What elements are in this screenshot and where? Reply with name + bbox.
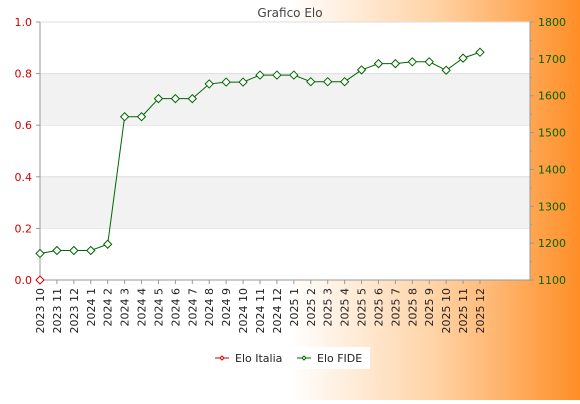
x-tick-label: 2025 12	[474, 288, 487, 334]
data-point	[322, 77, 333, 87]
legend-label: Elo FIDE	[317, 352, 362, 365]
data-point	[35, 248, 45, 259]
data-point	[52, 245, 62, 256]
right-tick-label: 1300	[538, 200, 566, 213]
data-point	[458, 53, 468, 63]
right-tick-label: 1800	[538, 16, 566, 29]
x-tick-label: 2025 7	[389, 288, 402, 327]
x-tick-label: 2025 1	[288, 288, 301, 327]
x-tick-label: 2025 5	[356, 288, 369, 327]
x-tick-label: 2024 10	[237, 288, 250, 334]
x-tick-label: 2024 5	[152, 288, 165, 327]
x-tick-label: 2024 6	[169, 288, 182, 327]
x-tick-label: 2023 10	[34, 288, 47, 334]
right-tick-label: 1400	[538, 163, 566, 176]
right-tick-label: 1600	[538, 90, 566, 103]
grid-band	[40, 73, 530, 126]
series-layer	[35, 47, 485, 285]
right-tick-label: 1500	[538, 127, 566, 140]
data-point	[407, 57, 418, 67]
x-axis: 2023 10 2023 11 2023 12 2024 1 2024 2 2024 3 2…	[34, 279, 530, 334]
data-point	[441, 65, 451, 75]
data-point	[204, 79, 214, 89]
x-tick-label: 2025 10	[440, 288, 453, 334]
left-tick-label: 0.0	[15, 274, 33, 287]
x-tick-label: 2025 4	[339, 288, 352, 327]
data-point	[306, 77, 316, 87]
data-point	[272, 70, 282, 80]
right-tick-label: 1200	[538, 237, 566, 250]
data-point	[373, 58, 384, 69]
data-point	[390, 58, 401, 69]
right-tick-label: 1700	[538, 53, 566, 66]
data-point	[86, 245, 96, 256]
left-tick-label: 0.4	[15, 171, 33, 184]
x-tick-label: 2025 2	[305, 288, 318, 327]
data-point	[221, 77, 231, 87]
right-y-axis: 1100 1200 1300 1400 1500 1600 1700 1800	[529, 16, 566, 287]
x-tick-label: 2024 11	[254, 288, 267, 334]
legend-marker	[219, 355, 225, 361]
x-tick-label: 2024 8	[203, 288, 216, 327]
left-tick-label: 1.0	[15, 16, 33, 29]
left-tick-label: 0.6	[15, 119, 33, 132]
data-point	[35, 275, 45, 285]
grid-band	[40, 176, 530, 229]
legend-box	[210, 347, 370, 369]
x-tick-label: 2023 12	[68, 288, 81, 334]
data-point	[119, 112, 130, 122]
x-tick-label: 2024 9	[220, 288, 233, 327]
x-tick-label: 2024 3	[119, 288, 132, 327]
x-tick-label: 2025 8	[406, 288, 419, 327]
x-tick-label: 2024 1	[85, 288, 98, 327]
data-point	[475, 47, 485, 57]
x-tick-label: 2024 12	[271, 288, 284, 334]
x-tick-label: 2025 3	[322, 288, 335, 327]
data-point	[289, 70, 299, 80]
data-point	[356, 65, 367, 75]
data-point	[170, 93, 181, 104]
legend-marker	[301, 355, 307, 361]
x-tick-label: 2024 2	[102, 288, 115, 327]
x-tick-label: 2025 6	[372, 288, 385, 327]
data-point	[187, 93, 198, 104]
data-point	[153, 93, 164, 104]
left-tick-label: 0.8	[15, 68, 33, 81]
legend: Elo Italia Elo FIDE	[210, 347, 370, 369]
x-tick-label: 2025 9	[423, 288, 436, 327]
data-point	[255, 70, 265, 80]
left-tick-label: 0.2	[15, 222, 33, 235]
x-tick-label: 2024 7	[186, 288, 199, 327]
data-point	[424, 57, 434, 67]
legend-label: Elo Italia	[235, 352, 282, 365]
x-tick-label: 2023 11	[51, 288, 64, 334]
data-point	[102, 239, 113, 249]
x-tick-label: 2024 4	[136, 288, 149, 327]
data-point	[339, 77, 350, 87]
chart-title: Grafico Elo	[257, 6, 322, 20]
x-tick-label: 2025 11	[457, 288, 470, 334]
data-point	[136, 112, 147, 122]
plot-background	[39, 21, 531, 281]
plot-area	[39, 21, 531, 281]
data-point	[69, 245, 79, 256]
data-point	[238, 77, 248, 87]
right-tick-label: 1100	[538, 274, 566, 287]
